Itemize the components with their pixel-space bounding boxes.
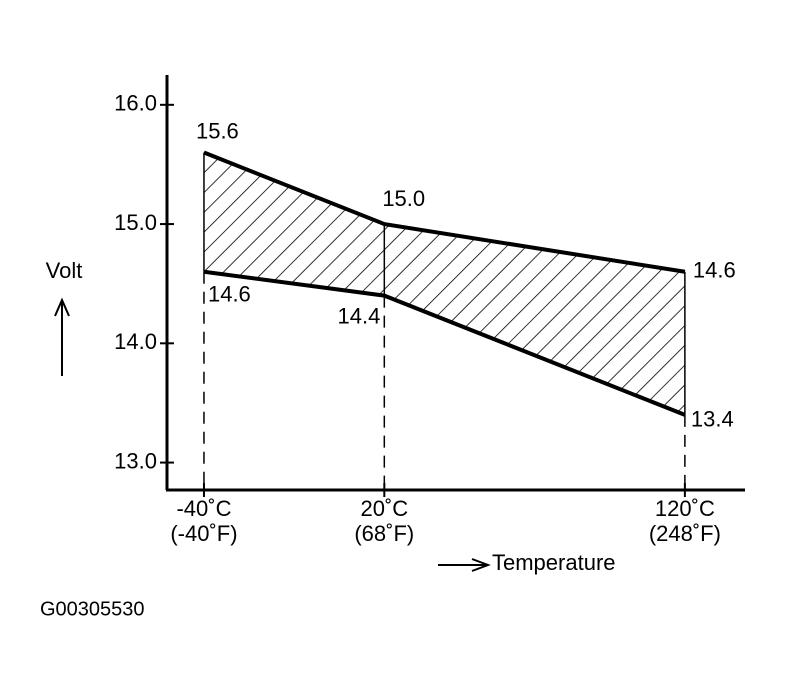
- x-axis-label: Temperature: [492, 550, 616, 575]
- band-line: [203, 150, 686, 274]
- y-tick-label: 13.0: [114, 448, 157, 473]
- x-tick-sublabel: (-40˚F): [170, 521, 237, 546]
- data-label: 15.6: [196, 118, 239, 143]
- y-tick-label: 15.0: [114, 210, 157, 235]
- footnote: G00305530: [40, 598, 145, 620]
- y-tick-label: 14.0: [114, 329, 157, 354]
- x-tick-sublabel: (68˚F): [354, 521, 414, 546]
- data-label: 15.0: [382, 186, 425, 211]
- data-label: 14.6: [208, 282, 251, 307]
- data-label: 14.6: [693, 258, 736, 283]
- x-arrow-head: [471, 558, 491, 572]
- band-fill: [203, 152, 685, 415]
- band-line: [203, 269, 686, 417]
- y-tick-label: 16.0: [114, 91, 157, 116]
- x-tick-label: 20˚C: [360, 496, 408, 521]
- data-label: 13.4: [691, 407, 734, 432]
- y-axis-label: Volt: [46, 258, 83, 283]
- y-arrow-head: [54, 297, 70, 317]
- x-tick-label: 120˚C: [655, 496, 715, 521]
- data-label: 14.4: [337, 303, 380, 328]
- x-tick-sublabel: (248˚F): [649, 521, 721, 546]
- x-tick-label: -40˚C: [176, 496, 231, 521]
